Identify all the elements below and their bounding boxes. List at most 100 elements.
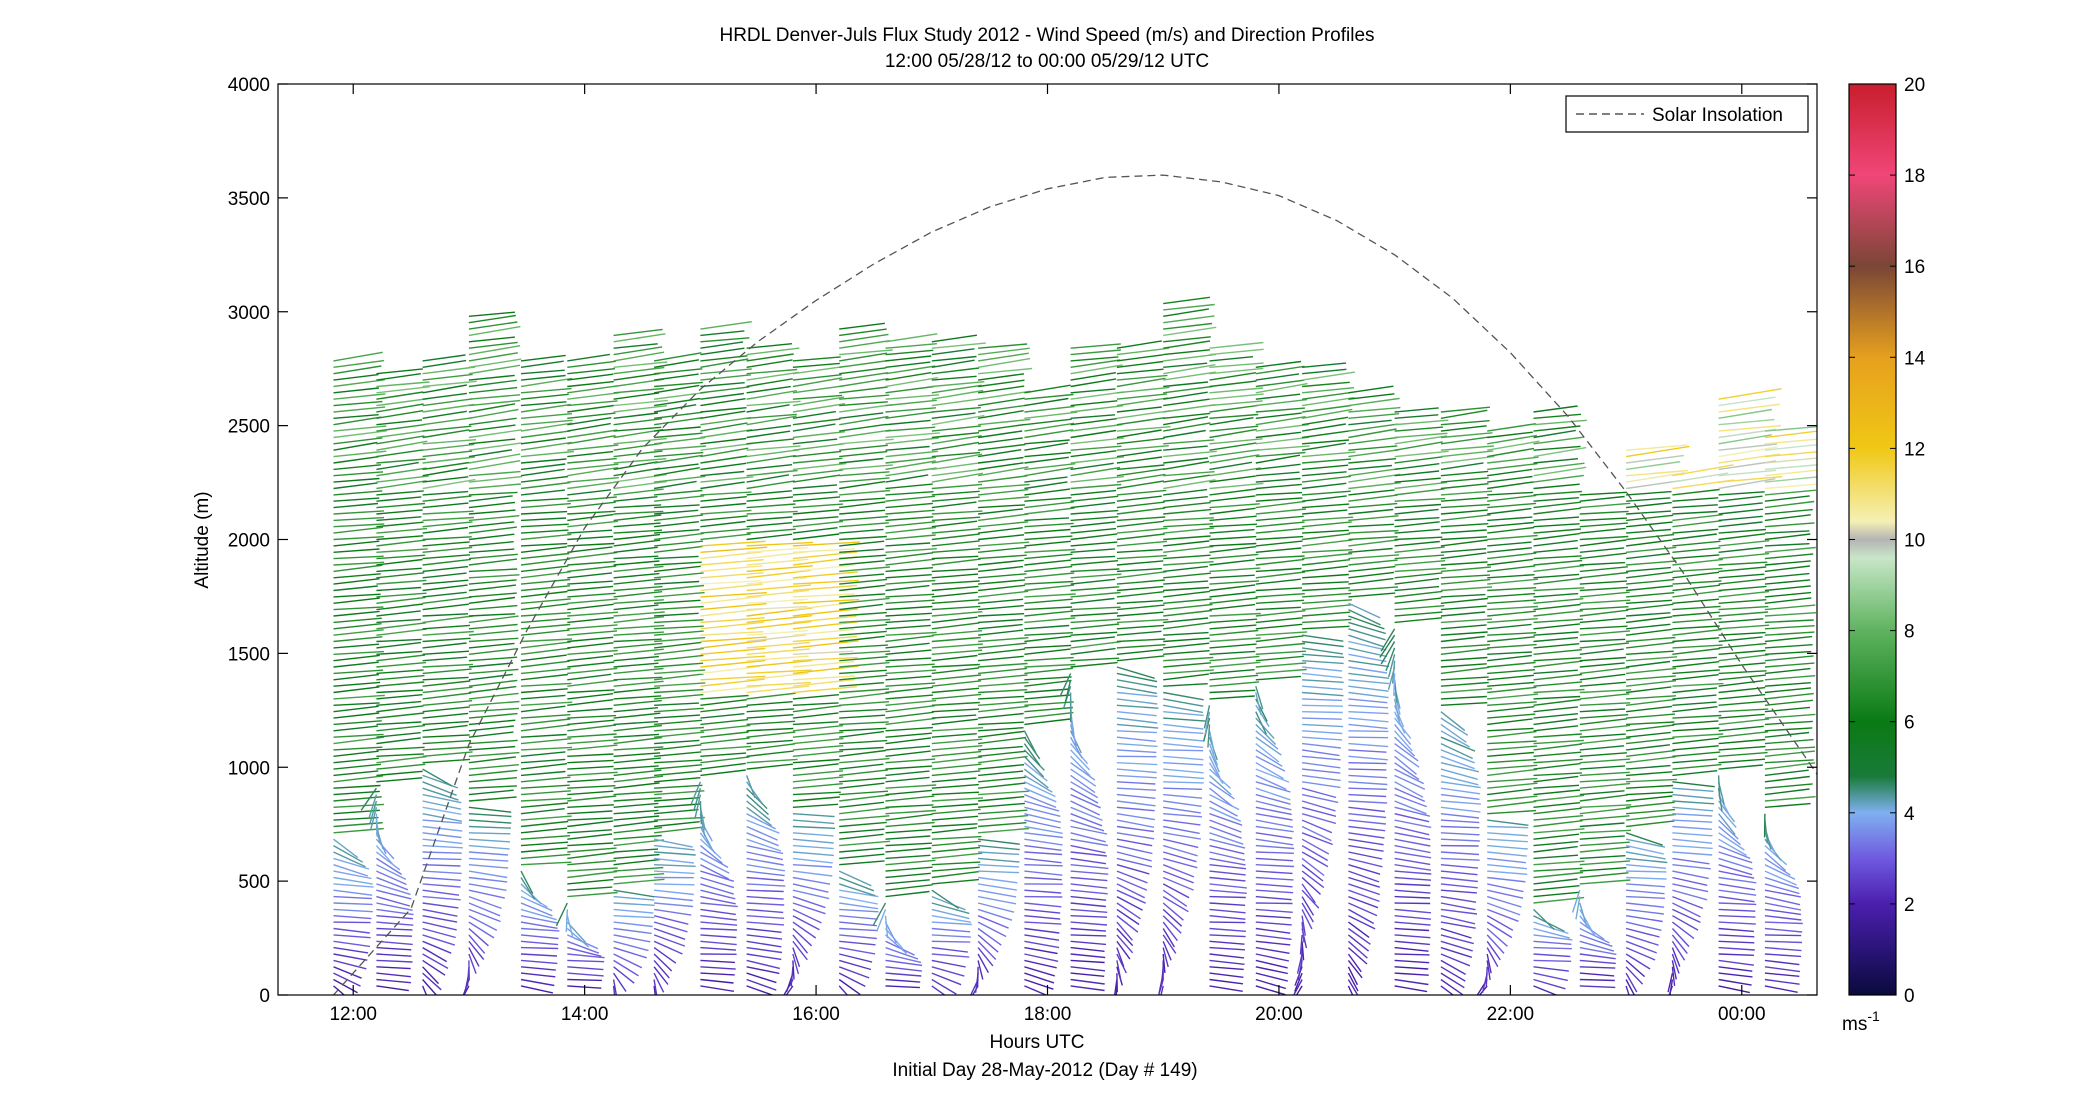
wind-barb — [746, 720, 796, 726]
wind-barb — [978, 876, 1018, 884]
wind-barb — [1302, 471, 1347, 477]
wind-barb — [1672, 825, 1712, 830]
wind-barb — [1209, 959, 1245, 965]
wind-barb — [1626, 660, 1671, 668]
wind-barb — [1626, 744, 1670, 751]
wind-barb — [1764, 750, 1815, 757]
wind-barb — [1672, 733, 1724, 738]
wind-barb — [1533, 959, 1572, 962]
wind-barb — [1440, 593, 1486, 598]
wind-barb — [1626, 514, 1674, 522]
wind-barb — [1347, 959, 1363, 979]
wind-barb — [1626, 764, 1671, 770]
wind-barb — [1764, 738, 1814, 745]
wind-barb — [1070, 391, 1124, 400]
wind-barb — [333, 456, 379, 464]
wind-barb — [333, 946, 369, 954]
wind-barb — [1533, 878, 1578, 885]
wind-barb — [885, 371, 932, 381]
wind-barb — [1394, 825, 1430, 836]
wind-barb — [654, 883, 695, 886]
wind-barb — [700, 502, 747, 509]
wind-barb — [1626, 784, 1674, 789]
wind-barb — [1394, 488, 1445, 496]
wind-barb — [1209, 876, 1246, 882]
wind-barb — [376, 596, 426, 604]
wind-barb — [1209, 661, 1261, 668]
wind-barb — [1070, 388, 1116, 394]
wind-barb — [1533, 840, 1579, 847]
wind-barb — [376, 966, 411, 970]
wind-barb — [333, 636, 383, 643]
wind-barb — [885, 385, 935, 394]
wind-barb — [1070, 423, 1123, 432]
wind-barb — [839, 946, 876, 955]
wind-barb — [1764, 533, 1811, 541]
wind-barb — [1069, 736, 1083, 759]
wind-barb — [468, 345, 521, 356]
wind-barb — [1394, 902, 1431, 905]
wind-barb — [653, 397, 701, 407]
wind-barb — [1255, 825, 1294, 833]
wind-barb — [1302, 439, 1350, 445]
wind-barb — [792, 724, 844, 732]
wind-barb — [1440, 648, 1490, 655]
wind-barb — [931, 908, 970, 920]
wind-barb — [699, 838, 722, 860]
wind-barb — [1672, 497, 1719, 502]
wind-barb — [613, 775, 664, 783]
wind-barb — [1302, 679, 1344, 683]
wind-barb — [654, 529, 700, 534]
wind-barb — [1116, 704, 1159, 709]
wind-barb — [1255, 832, 1293, 839]
wind-barb — [1394, 883, 1431, 887]
wind-barb — [978, 367, 1033, 375]
wind-barb — [422, 979, 438, 995]
wind-barb — [1024, 844, 1062, 851]
wind-barb — [1255, 851, 1294, 854]
wind-barb — [520, 724, 570, 732]
wind-barb — [1301, 857, 1325, 877]
wind-barb — [1162, 928, 1175, 948]
wind-barb — [468, 769, 518, 777]
wind-barb — [978, 796, 1025, 802]
wind-barb — [613, 915, 655, 919]
wind-barb — [1487, 468, 1533, 477]
wind-barb — [690, 781, 702, 805]
wind-barb — [1533, 564, 1585, 573]
wind-barb — [1718, 819, 1739, 840]
wind-barb — [1394, 441, 1443, 451]
wind-barb — [613, 752, 661, 757]
wind-barb — [885, 966, 922, 972]
wind-barb — [1209, 428, 1257, 439]
wind-barb — [1440, 742, 1473, 760]
wind-barb — [839, 782, 885, 789]
y-tick-label: 2500 — [228, 417, 270, 438]
wind-barb — [1209, 864, 1247, 870]
wind-barb — [376, 381, 430, 388]
wind-barb — [1255, 593, 1305, 598]
wind-barb — [1579, 794, 1628, 802]
wind-barb — [1116, 666, 1155, 679]
wind-barb — [839, 959, 872, 971]
wind-barb — [1718, 921, 1756, 925]
wind-barb — [376, 959, 413, 963]
x-axis-sublabel: Initial Day 28-May-2012 (Day # 149) — [892, 1060, 1197, 1081]
wind-barb — [1764, 464, 1817, 471]
wind-barb — [700, 442, 754, 451]
wind-barb — [654, 902, 694, 908]
wind-barb — [1487, 889, 1524, 899]
wind-barb — [885, 445, 930, 451]
wind-barb — [1533, 673, 1583, 681]
wind-barb — [1024, 663, 1076, 668]
wind-barb — [653, 985, 656, 995]
chart-subtitle: 12:00 05/28/12 to 00:00 05/29/12 UTC — [885, 51, 1209, 72]
wind-barb — [468, 642, 515, 649]
wind-barb — [1163, 838, 1199, 849]
wind-barb — [1209, 781, 1235, 800]
wind-barb — [792, 694, 839, 700]
wind-barb — [1533, 501, 1581, 509]
wind-barb — [333, 686, 380, 694]
wind-barb — [1672, 547, 1721, 553]
